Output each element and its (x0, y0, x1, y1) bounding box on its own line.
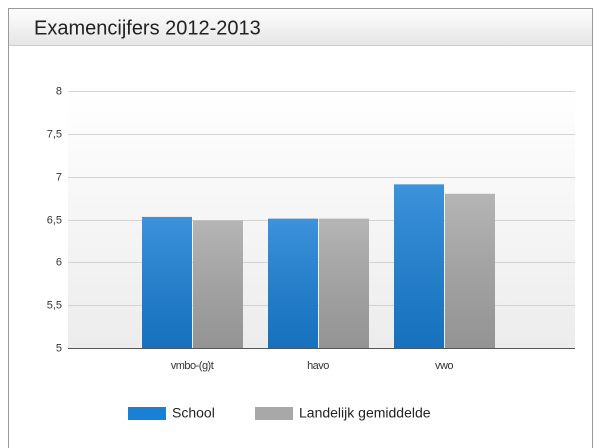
y-tick-label: 7,5 (47, 128, 62, 140)
bar-shade (394, 184, 444, 348)
legend-swatch (255, 407, 293, 420)
bar-shade (319, 218, 369, 348)
legend-swatch (128, 407, 166, 420)
y-tick-label: 7 (56, 171, 62, 183)
y-tick-label: 5,5 (47, 299, 62, 311)
y-tick-label: 8 (56, 85, 62, 97)
bar-shade (142, 216, 192, 348)
x-tick-label: havo (307, 360, 329, 372)
bar-shade (268, 218, 318, 348)
x-tick-label: vmbo-(g)t (171, 360, 214, 372)
y-tick-label: 6 (56, 256, 62, 268)
bar-shade (193, 220, 243, 348)
legend-label: Landelijk gemiddelde (299, 405, 431, 421)
legend-label: School (172, 405, 215, 421)
x-tick-label: vwo (435, 360, 453, 372)
panel-header (9, 9, 592, 45)
bar-shade (445, 193, 495, 348)
y-tick-label: 6,5 (47, 214, 62, 226)
chart-title: Examencijfers 2012-2013 (34, 17, 261, 39)
y-tick-label: 5 (56, 342, 62, 354)
